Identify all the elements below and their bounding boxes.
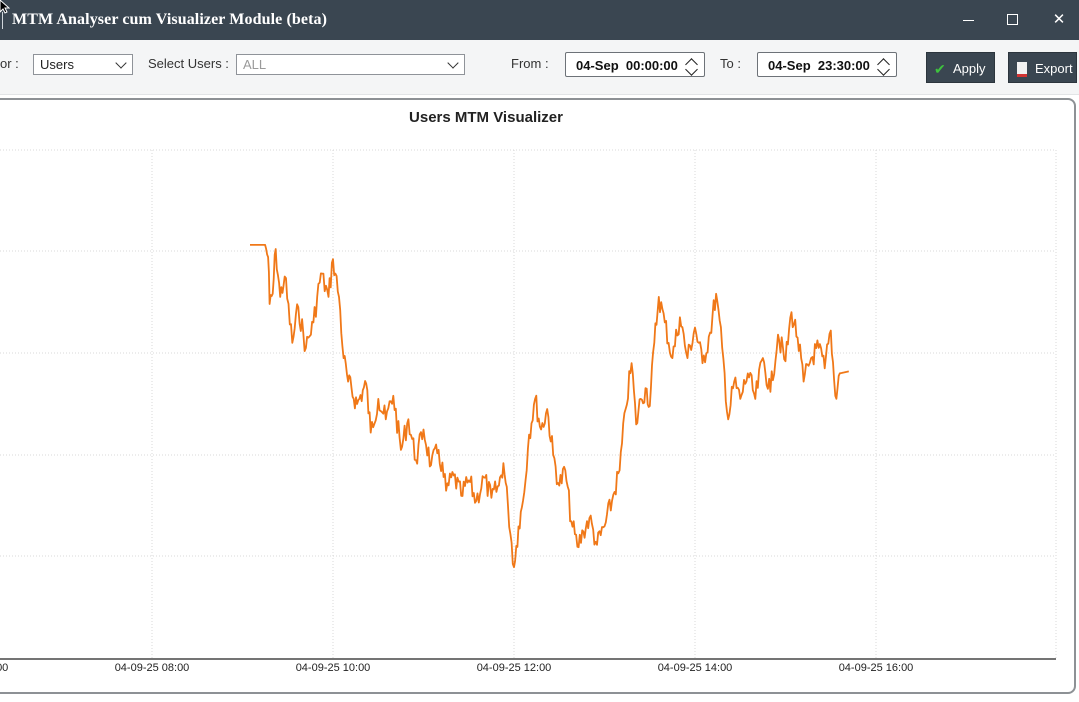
- minimize-icon: [962, 20, 974, 21]
- select-users-value: ALL: [243, 57, 267, 72]
- group-by-select[interactable]: Users: [33, 54, 133, 75]
- minimize-button[interactable]: [953, 8, 983, 32]
- mouse-cursor-icon: [0, 0, 10, 14]
- title-bar: MTM Analyser cum Visualizer Module (beta…: [0, 0, 1079, 40]
- select-users-label: Select Users :: [148, 56, 229, 71]
- chart-title: Users MTM Visualizer: [409, 109, 563, 126]
- maximize-icon: [1006, 14, 1018, 25]
- close-icon: ✕: [1052, 11, 1066, 28]
- window-title: MTM Analyser cum Visualizer Module (beta…: [12, 11, 328, 28]
- close-button[interactable]: ✕: [1044, 8, 1074, 32]
- chart-panel: [0, 98, 1076, 694]
- x-tick-label: 04-09-25 06:00: [0, 662, 8, 674]
- checkmark-icon: ✔: [934, 61, 946, 77]
- from-datetime-value: 04-Sep 00:00:00: [576, 58, 678, 73]
- to-datetime-value: 04-Sep 23:30:00: [768, 58, 870, 73]
- export-document-icon: [1017, 62, 1027, 77]
- group-by-label: or :: [0, 56, 19, 71]
- x-tick-label: 04-09-25 14:00: [658, 662, 733, 674]
- to-label: To :: [720, 56, 741, 71]
- x-tick-label: 04-09-25 08:00: [115, 662, 190, 674]
- group-by-value: Users: [40, 57, 74, 72]
- select-users-dropdown[interactable]: ALL: [236, 54, 465, 75]
- export-button-label: Export: [1035, 61, 1073, 76]
- x-tick-label: 04-09-25 16:00: [839, 662, 914, 674]
- maximize-button[interactable]: [997, 8, 1027, 32]
- x-tick-label: 04-09-25 12:00: [477, 662, 552, 674]
- mtm-series-line: [250, 244, 849, 569]
- title-divider: [2, 12, 3, 29]
- to-datetime-picker[interactable]: 04-Sep 23:30:00: [757, 52, 897, 77]
- from-datetime-picker[interactable]: 04-Sep 00:00:00: [565, 52, 705, 77]
- export-button[interactable]: Export: [1008, 52, 1077, 83]
- x-tick-label: 04-09-25 10:00: [296, 662, 371, 674]
- from-label: From :: [511, 56, 549, 71]
- filter-toolbar: or : Users Select Users : ALL From : 04-…: [0, 40, 1079, 95]
- apply-button[interactable]: ✔ Apply: [926, 52, 995, 83]
- apply-button-label: Apply: [953, 61, 986, 76]
